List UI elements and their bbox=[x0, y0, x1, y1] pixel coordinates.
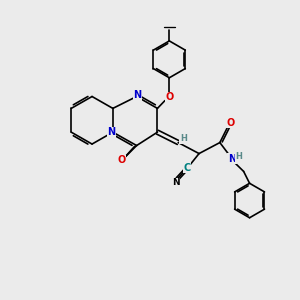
Text: N: N bbox=[228, 154, 236, 164]
Text: H: H bbox=[180, 134, 187, 143]
Text: H: H bbox=[236, 152, 242, 161]
Text: N: N bbox=[172, 178, 180, 187]
Text: O: O bbox=[165, 92, 173, 102]
Text: N: N bbox=[134, 90, 142, 100]
Text: C: C bbox=[184, 163, 191, 173]
Text: O: O bbox=[227, 118, 235, 128]
Text: N: N bbox=[107, 127, 116, 137]
Text: O: O bbox=[118, 155, 126, 165]
